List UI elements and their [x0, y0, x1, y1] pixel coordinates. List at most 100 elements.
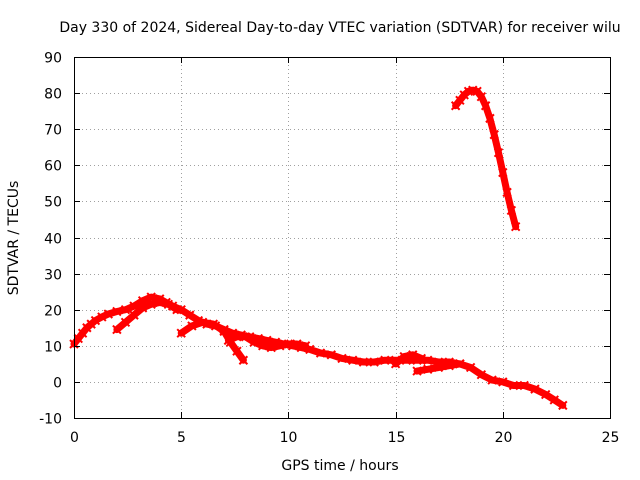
data-point [129, 310, 139, 320]
data-point [519, 380, 529, 391]
data-point [232, 332, 242, 342]
point-marker-stroke [498, 377, 508, 387]
data-point [112, 324, 122, 335]
data-point [480, 101, 491, 111]
y-tick-label: 70 [44, 123, 62, 139]
data-point [416, 353, 427, 364]
data-point [337, 353, 347, 364]
point-marker-stroke [172, 304, 182, 315]
data-point [238, 355, 249, 365]
data-point [530, 384, 540, 394]
point-marker-stroke [390, 359, 401, 369]
point-marker-stroke [240, 332, 251, 342]
y-tick-label: 90 [44, 51, 62, 67]
data-point [146, 299, 156, 309]
point-marker-stroke [112, 324, 122, 335]
point-marker-stroke [476, 369, 487, 380]
point-marker-stroke [476, 92, 487, 102]
point-marker-stroke [129, 310, 139, 320]
point-marker-stroke [326, 350, 336, 360]
data-point [498, 167, 508, 178]
data-point [444, 360, 454, 371]
point-marker-stroke [399, 351, 409, 362]
y-tick-label: 50 [44, 195, 62, 211]
point-marker-stroke [468, 85, 478, 95]
point-marker-stroke [112, 306, 122, 317]
point-marker-stroke [416, 353, 427, 364]
point-marker-stroke [146, 299, 156, 309]
data-point [455, 359, 465, 369]
y-tick-label: 0 [53, 376, 62, 392]
point-marker-stroke [369, 357, 379, 367]
point-marker-stroke [487, 375, 497, 385]
data-point [465, 362, 476, 373]
data-point [300, 341, 311, 351]
series-arc-line [452, 86, 520, 231]
data-point [358, 357, 369, 367]
x-tick-label: 0 [70, 430, 79, 446]
data-point [412, 366, 422, 376]
point-marker-stroke [337, 353, 347, 364]
data-point [232, 346, 242, 356]
point-marker-stroke [444, 360, 454, 371]
x-tick-label: 15 [388, 430, 406, 446]
data-point [549, 395, 559, 405]
y-tick-label: 10 [44, 340, 62, 356]
axes: -10 0 10 20 30 40 50 60 70 80 90 0 5 10 15 20 25 [39, 51, 619, 447]
data-point [423, 364, 433, 374]
point-marker-stroke [146, 292, 156, 302]
data-point [489, 129, 499, 140]
y-axis-title: SDTVAR / TECUs [6, 181, 22, 296]
data-point [315, 348, 326, 358]
y-tick-label: 40 [44, 232, 62, 248]
data-point [540, 389, 551, 400]
point-marker-stroke [506, 205, 517, 216]
point-marker-stroke [408, 350, 418, 360]
point-marker-stroke [232, 346, 242, 356]
point-marker-stroke [423, 355, 433, 365]
point-marker-stroke [283, 339, 294, 349]
data-point [390, 359, 401, 369]
data-point [257, 341, 268, 351]
point-marker-stroke [97, 312, 107, 322]
series-arc-line [224, 333, 310, 352]
point-marker-stroke [485, 113, 495, 124]
point-marker-stroke [493, 147, 504, 158]
x-axis-title: GPS time / hours [281, 458, 398, 474]
data-point [103, 309, 114, 319]
data-point [498, 377, 508, 387]
point-marker-stroke [300, 341, 311, 351]
data-point [219, 326, 229, 337]
y-tick-label: 30 [44, 268, 62, 284]
y-tick-label: 60 [44, 159, 62, 175]
point-marker-stroke [412, 366, 422, 376]
y-tick-label: 20 [44, 304, 62, 320]
point-marker-stroke [155, 297, 165, 308]
point-marker-stroke [558, 400, 568, 411]
point-marker-stroke [540, 389, 551, 400]
data-point [120, 317, 131, 328]
point-marker-stroke [257, 341, 268, 351]
data-point [506, 205, 517, 216]
data-point [476, 92, 487, 102]
point-marker-stroke [266, 342, 276, 353]
point-marker-stroke [472, 86, 482, 97]
point-marker-stroke [208, 319, 219, 329]
data-point [485, 113, 495, 124]
point-marker-stroke [163, 299, 174, 309]
data-point [399, 351, 409, 362]
data-point [97, 312, 107, 322]
chart-title: Day 330 of 2024, Sidereal Day-to-day VTE… [59, 20, 620, 36]
x-tick-label: 20 [495, 430, 513, 446]
point-marker-stroke [120, 304, 131, 315]
point-marker-stroke [185, 310, 195, 320]
point-marker-stroke [129, 301, 139, 311]
data-point [137, 303, 148, 313]
point-marker-stroke [197, 317, 208, 328]
point-marker-stroke [510, 221, 521, 232]
data-point [369, 357, 379, 367]
data-point [283, 339, 294, 349]
data-point [155, 297, 165, 308]
y-tick-label: -10 [39, 412, 62, 428]
